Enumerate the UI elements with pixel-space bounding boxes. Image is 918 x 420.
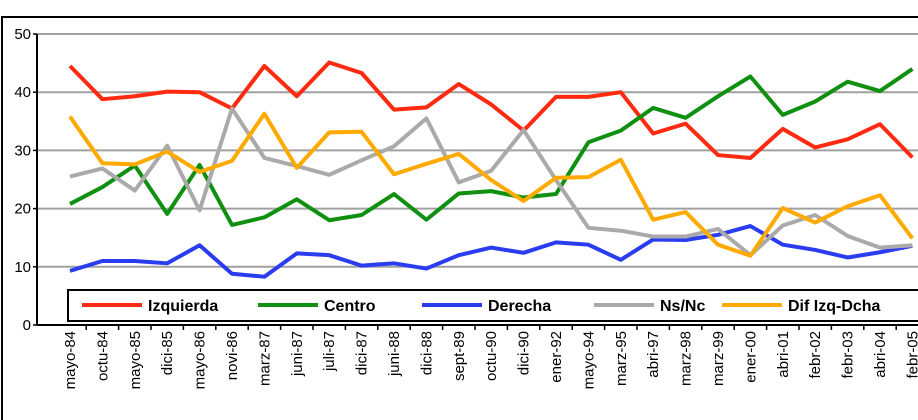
x-tick-label: marz-87 <box>256 331 273 386</box>
x-tick-label: marz-98 <box>678 331 695 386</box>
series-line <box>69 224 913 279</box>
x-tick-label: sept-89 <box>451 331 468 381</box>
legend-label: Derecha <box>488 298 551 315</box>
x-tick-label: abri-04 <box>872 331 889 378</box>
x-tick-label: febr-02 <box>807 331 824 379</box>
x-tick-label: febr-03 <box>840 331 857 379</box>
x-tick-label: juni-88 <box>386 331 403 377</box>
y-tick-label: 0 <box>23 317 31 334</box>
y-tick-label: 30 <box>14 142 31 159</box>
y-tick-label: 10 <box>14 259 31 276</box>
legend-label: Centro <box>324 298 376 315</box>
x-tick-label: ener-92 <box>548 331 565 383</box>
x-tick-label: novi-86 <box>224 331 241 380</box>
legend-box <box>67 289 918 322</box>
x-tick-label: dici-88 <box>418 331 435 375</box>
x-tick-label: octu-90 <box>483 331 500 381</box>
x-tick-label: ener-00 <box>742 331 759 383</box>
x-tick-label: octu-84 <box>94 331 111 381</box>
y-tick-label: 50 <box>14 26 31 43</box>
x-tick-label: marz-95 <box>613 331 630 386</box>
series-line <box>69 67 914 227</box>
y-tick-label: 40 <box>14 84 31 101</box>
chart-border <box>1 16 918 420</box>
x-tick-label: mayo-84 <box>62 331 79 389</box>
x-tick-label: juni-87 <box>289 331 306 377</box>
x-tick-label: abri-97 <box>645 331 662 378</box>
x-tick-label: febr-05 <box>904 331 918 379</box>
legend-label: Ns/Nc <box>660 298 705 315</box>
x-tick-label: dici-90 <box>516 331 533 375</box>
legend-label: Dif Izq-Dcha <box>788 298 881 315</box>
x-tick-label: mayo-85 <box>127 331 144 389</box>
x-tick-label: dici-87 <box>354 331 371 375</box>
x-tick-label: abri-01 <box>775 331 792 378</box>
y-tick-label: 20 <box>14 201 31 218</box>
x-tick-label: mayo-86 <box>192 331 209 389</box>
series-line <box>69 106 913 258</box>
x-tick-label: mayo-94 <box>580 331 597 389</box>
x-tick-label: marz-99 <box>710 331 727 386</box>
x-tick-label: dici-85 <box>159 331 176 375</box>
legend-label: Izquierda <box>148 298 218 315</box>
series-line <box>68 111 914 258</box>
x-tick-label: juli-87 <box>321 331 338 372</box>
series-line <box>68 60 914 160</box>
